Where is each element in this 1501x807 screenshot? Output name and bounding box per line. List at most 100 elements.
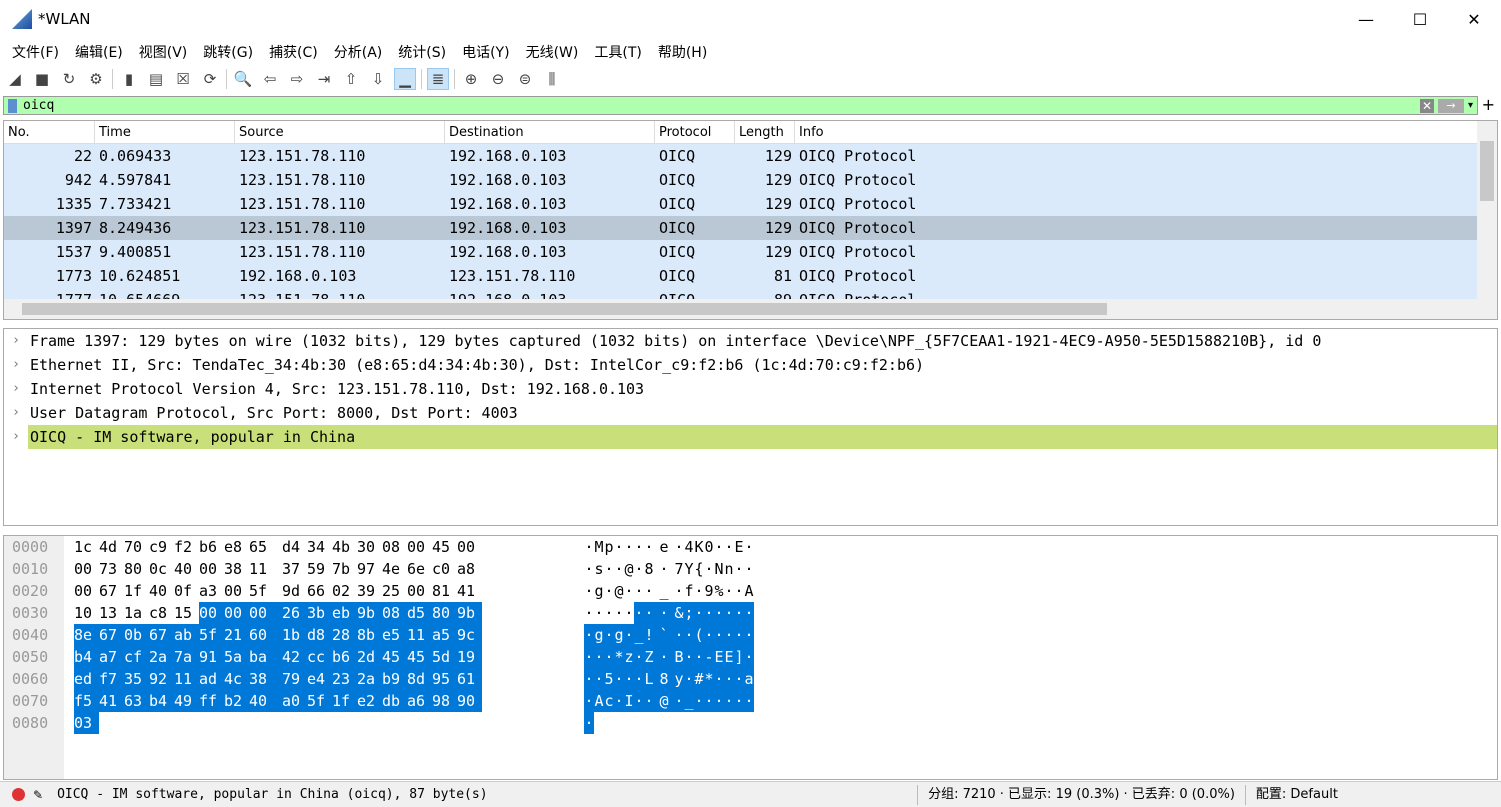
ascii-char[interactable]: · [584,582,594,600]
ascii-char[interactable]: · [594,668,604,690]
ascii-char[interactable]: · [744,624,754,646]
ascii-char[interactable]: · [734,690,744,712]
ascii-char[interactable]: · [604,582,614,600]
ascii-char[interactable]: · [644,690,654,712]
ascii-char[interactable]: · [694,690,704,712]
ascii-char[interactable]: s [594,560,604,578]
bookmark-icon[interactable] [8,98,17,113]
hex-bytes[interactable]: 03 [74,712,99,734]
ascii-char[interactable]: - [704,646,714,668]
horizontal-scrollbar[interactable] [4,299,1497,319]
hex-byte[interactable]: 39 [357,582,376,600]
ascii-char[interactable]: p [604,538,614,556]
hex-byte[interactable]: 8e [74,624,99,646]
hex-byte[interactable]: 11 [174,668,199,690]
hex-byte[interactable]: c8 [149,604,168,622]
ascii-char[interactable]: & [674,602,684,624]
ascii-char[interactable]: { [694,560,704,578]
ascii-char[interactable]: · [634,690,644,712]
hex-byte[interactable]: 9c [457,624,482,646]
hex-byte[interactable]: 38 [249,668,282,690]
ascii-char[interactable]: · [659,560,669,578]
hex-byte[interactable]: 6e [407,560,426,578]
hex-byte[interactable]: 0b [124,624,149,646]
hex-byte[interactable]: 00 [199,560,218,578]
zoom-out-icon[interactable]: ⊖ [491,70,505,88]
ascii-char[interactable]: · [734,668,744,690]
column-header[interactable]: Source [235,121,445,143]
hex-byte[interactable]: 23 [332,668,357,690]
hex-byte[interactable]: ed [74,668,99,690]
clear-filter-button[interactable]: ✕ [1419,98,1434,113]
ascii-char[interactable]: · [604,604,614,622]
ascii-char[interactable]: g [594,624,604,646]
ascii-char[interactable]: · [584,624,594,646]
hex-byte[interactable]: 66 [307,582,326,600]
ascii-char[interactable]: · [654,646,674,668]
hex-byte[interactable]: 92 [149,668,174,690]
hex-byte[interactable]: ad [199,668,224,690]
ascii-char[interactable]: · [634,538,644,556]
ascii-char[interactable]: · [614,560,624,578]
hex-byte[interactable]: 45 [407,646,432,668]
ascii-char[interactable]: · [584,560,594,578]
ascii-char[interactable]: · [634,582,644,600]
stop-capture-icon[interactable]: ■ [34,70,50,88]
hex-byte[interactable]: 28 [332,624,357,646]
ascii-char[interactable]: · [624,624,634,646]
hex-byte[interactable]: 8d [407,668,432,690]
hex-byte[interactable]: 40 [249,690,282,712]
hex-byte[interactable]: 70 [124,538,143,556]
hex-byte[interactable]: a8 [457,560,476,578]
ascii-char[interactable]: e [659,538,669,556]
detail-tree-item[interactable]: › Ethernet II, Src: TendaTec_34:4b:30 (e8… [4,353,1497,377]
hex-byte[interactable]: c9 [149,538,168,556]
ascii-char[interactable]: A [594,690,604,712]
hex-byte[interactable]: f7 [99,668,124,690]
hex-bytes[interactable]: 10 13 1a c8 15 00 00 00 26 3b eb 9b 08 d5 80 9b [74,602,482,624]
ascii-char[interactable]: · [714,602,724,624]
ascii-char[interactable]: · [614,604,624,622]
packet-row[interactable]: 1397 8.249436 123.151.78.110 192.168.0.103 O… [4,216,1497,240]
hex-byte[interactable]: a6 [407,690,432,712]
hex-byte[interactable]: 19 [457,646,482,668]
hex-byte[interactable]: 65 [249,538,268,556]
ascii-char[interactable]: · [644,582,654,600]
hex-bytes[interactable]: f5 41 63 b4 49 ff b2 40 a0 5f 1f e2 db a6 98 90 [74,690,482,712]
ascii-char[interactable]: · [734,582,744,600]
hex-byte[interactable]: b6 [199,538,218,556]
ascii-char[interactable]: ! [644,624,654,646]
ascii-char[interactable]: · [684,668,694,690]
ascii-char[interactable]: % [714,582,724,600]
hex-byte[interactable]: 30 [357,538,376,556]
open-file-icon[interactable]: ▮ [124,70,134,88]
hex-byte[interactable]: 00 [224,602,249,624]
ascii-char[interactable]: 9 [704,582,714,600]
hex-byte[interactable]: 4e [382,560,401,578]
hex-byte[interactable]: 4c [224,668,249,690]
ascii-char[interactable]: · [744,646,754,668]
menu-item[interactable]: 捕获(C) [269,45,318,61]
ascii-char[interactable]: 0 [704,538,714,556]
ascii-char[interactable]: ` [654,624,674,646]
hex-byte[interactable]: 03 [74,712,99,734]
hex-byte[interactable]: 0c [149,560,168,578]
ascii-char[interactable]: Z [644,646,654,668]
hex-byte[interactable]: e8 [224,538,243,556]
ascii-char[interactable]: * [704,668,714,690]
ascii-bytes[interactable]: · g · g · _! ` · ·(· · · · · [584,624,754,646]
ascii-char[interactable]: # [694,668,704,690]
menu-item[interactable]: 视图(V) [138,45,188,61]
save-file-icon[interactable]: ▤ [148,70,164,88]
column-header[interactable]: Info [795,121,1497,143]
ascii-bytes[interactable]: · g · @ · · · _ · f · 9% · · A [584,580,754,602]
hex-byte[interactable]: 7b [332,560,351,578]
ascii-char[interactable]: · [674,538,684,556]
ascii-char[interactable]: · [634,602,644,624]
detail-tree-item[interactable]: › OICQ - IM software, popular in China [4,425,1497,449]
ascii-char[interactable]: g [614,624,624,646]
packet-row[interactable]: 1335 7.733421 123.151.78.110 192.168.0.103 O… [4,192,1497,216]
hex-byte[interactable]: cf [124,646,149,668]
hex-byte[interactable]: a7 [99,646,124,668]
